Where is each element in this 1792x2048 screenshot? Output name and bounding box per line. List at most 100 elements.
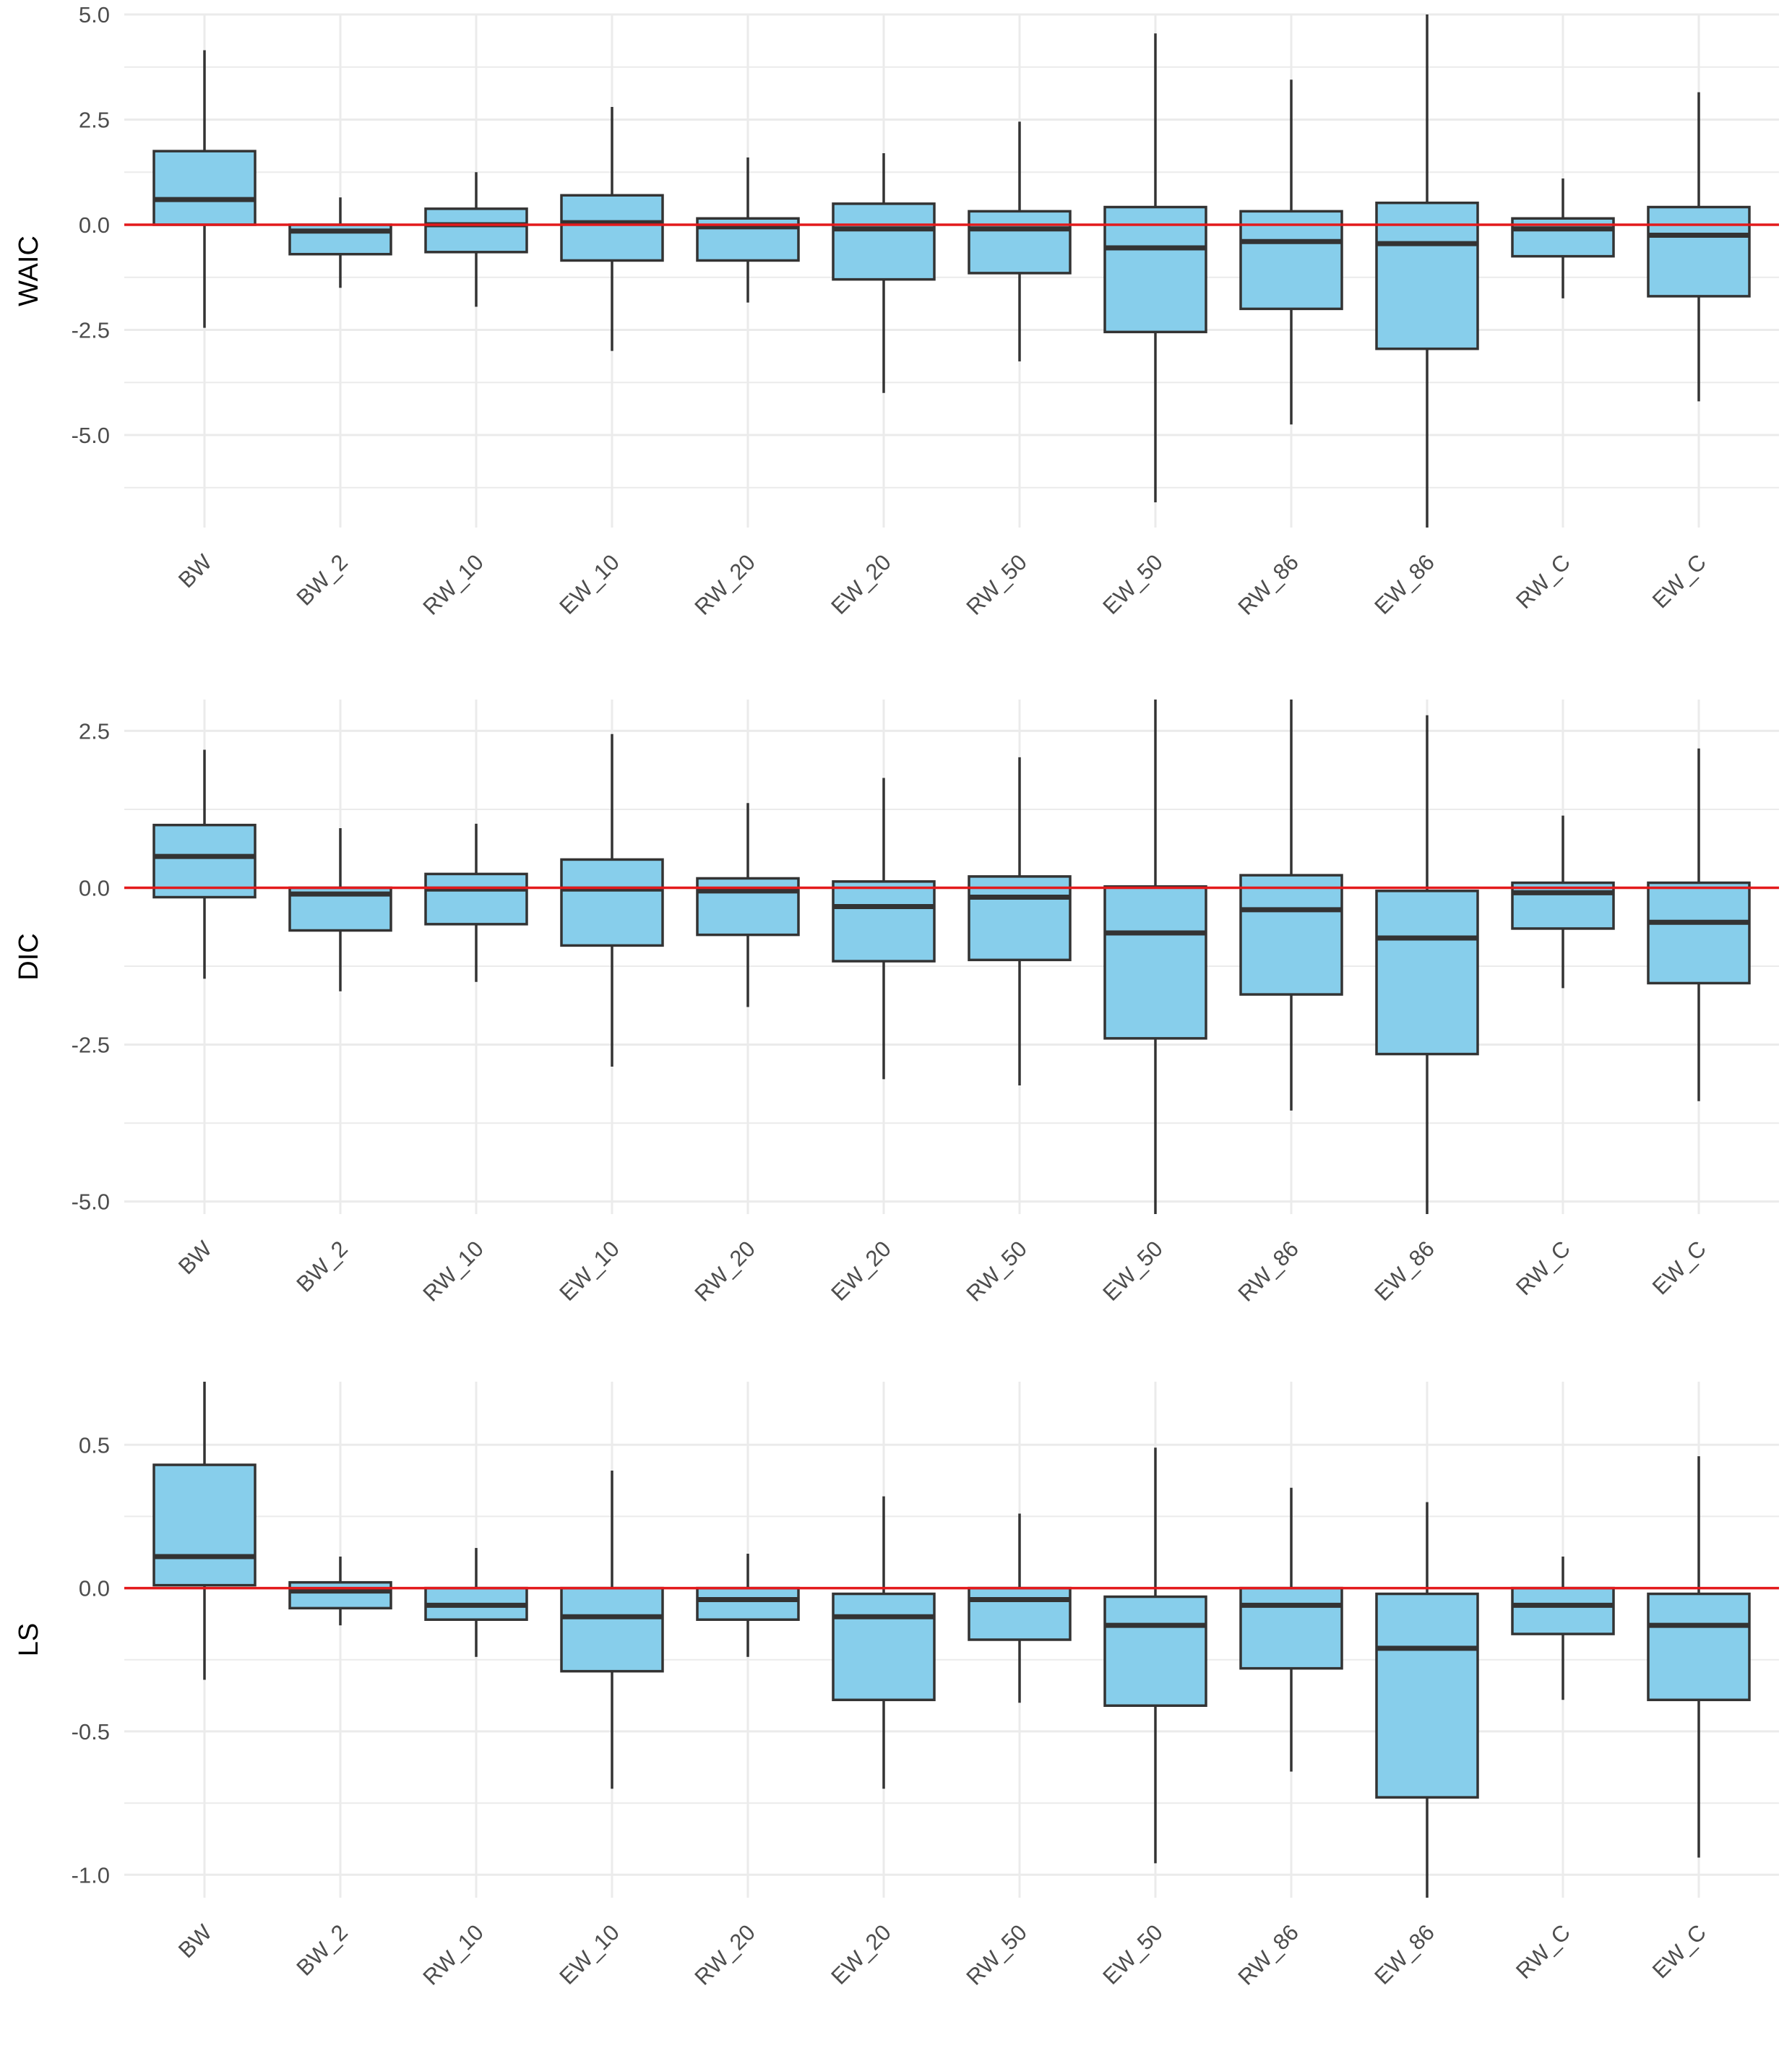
- iqr-box: [1103, 885, 1207, 1040]
- y-tick-label: 5.0: [79, 2, 110, 27]
- x-tick-label: RW_C: [1511, 549, 1575, 614]
- iqr-box: [832, 1592, 936, 1702]
- y-tick-label: -2.5: [72, 317, 110, 343]
- iqr-box: [1647, 205, 1751, 298]
- y-tick-label: 0.0: [79, 875, 110, 900]
- box-BW: [152, 1382, 257, 1680]
- y-tick-label: 0.0: [79, 212, 110, 238]
- iqr-box: [1647, 881, 1751, 985]
- x-tick-label: EW_50: [1098, 1236, 1168, 1306]
- x-tick-label: EW_C: [1647, 1919, 1711, 1983]
- box-EW_C: [1647, 748, 1751, 1101]
- box-BW_2: [288, 828, 392, 991]
- box-EW_50: [1103, 33, 1207, 503]
- box-EW_50: [1103, 1447, 1207, 1864]
- box-BW: [152, 50, 257, 328]
- box-RW_C: [1511, 815, 1615, 989]
- iqr-box: [1375, 201, 1479, 350]
- x-tick-label: RW_10: [418, 549, 488, 619]
- box-BW_2: [288, 197, 392, 288]
- y-tick-label: 0.0: [79, 1576, 110, 1601]
- x-tick-label: BW_2: [292, 549, 353, 610]
- box-RW_20: [696, 1554, 800, 1657]
- box-EW_86: [1375, 14, 1479, 528]
- iqr-box: [1103, 1595, 1207, 1707]
- box-RW_86: [1239, 79, 1343, 425]
- x-tick-label: RW_C: [1511, 1236, 1575, 1300]
- x-tick-label: RW_86: [1233, 1919, 1304, 1989]
- iqr-box: [152, 1463, 257, 1587]
- box-RW_50: [968, 1513, 1072, 1703]
- y-tick-label: 2.5: [79, 107, 110, 132]
- x-tick-label: RW_20: [690, 1919, 760, 1989]
- x-tick-label: EW_20: [826, 1919, 896, 1989]
- y-axis-title: WAIC: [14, 236, 44, 306]
- box-RW_86: [1239, 1487, 1343, 1772]
- x-tick-label: RW_86: [1233, 1236, 1304, 1306]
- x-tick-label: EW_10: [554, 1236, 624, 1306]
- iqr-box: [968, 875, 1072, 962]
- panel-ls: 0.5 0.0 -0.5 -1.0 LS BW BW_2 RW_10 EW_10 RW_20 EW_…: [14, 1382, 1779, 1990]
- x-tick-label: RW_20: [690, 549, 760, 619]
- x-tick-label: BW_2: [292, 1236, 353, 1296]
- box-BW_2: [288, 1556, 392, 1626]
- box-EW_10: [560, 733, 664, 1067]
- y-tick-label: -5.0: [72, 1189, 110, 1215]
- box-EW_86: [1375, 1502, 1479, 1898]
- iqr-box: [832, 202, 936, 281]
- panel-dic: 2.5 0.0 -2.5 -5.0 DIC BW BW_2 RW_10 EW_10 RW_20 EW…: [14, 700, 1779, 1307]
- x-tick-label: EW_C: [1647, 549, 1711, 613]
- x-tick-label: EW_50: [1098, 1919, 1168, 1989]
- panel-waic: 5.0 2.5 0.0 -2.5 -5.0 WAIC BW BW_2 RW_10 EW_10 RW_…: [14, 2, 1779, 620]
- box-EW_20: [832, 778, 936, 1080]
- y-axis-title: LS: [14, 1623, 44, 1656]
- x-tick-label: EW_86: [1369, 1919, 1439, 1989]
- box-BW: [152, 749, 257, 979]
- y-tick-label: 2.5: [79, 718, 110, 744]
- y-axis-title: DIC: [14, 933, 44, 980]
- box-EW_20: [832, 1496, 936, 1789]
- x-tick-label: RW_10: [418, 1919, 488, 1989]
- iqr-box: [1375, 890, 1479, 1056]
- box-EW_10: [560, 107, 664, 351]
- iqr-box: [1103, 205, 1207, 334]
- iqr-box: [560, 1586, 664, 1673]
- iqr-box: [1239, 1586, 1343, 1670]
- box-RW_50: [968, 757, 1072, 1085]
- box-RW_20: [696, 803, 800, 1007]
- box-RW_86: [1239, 700, 1343, 1111]
- iqr-box: [560, 858, 664, 947]
- x-tick-label: BW: [173, 1919, 217, 1963]
- x-tick-label: BW_2: [292, 1919, 353, 1980]
- x-tick-label: EW_20: [826, 549, 896, 619]
- box-RW_10: [424, 172, 528, 307]
- iqr-box: [968, 1586, 1072, 1641]
- box-EW_20: [832, 153, 936, 393]
- iqr-box: [1239, 210, 1343, 311]
- box-EW_10: [560, 1470, 664, 1789]
- x-tick-label: RW_C: [1511, 1919, 1575, 1984]
- x-tick-label: EW_86: [1369, 549, 1439, 619]
- iqr-box: [832, 880, 936, 963]
- x-tick-label: RW_10: [418, 1236, 488, 1306]
- box-EW_C: [1647, 1456, 1751, 1858]
- x-tick-label: RW_20: [690, 1236, 760, 1306]
- iqr-box: [1375, 1592, 1479, 1799]
- iqr-box: [560, 194, 664, 262]
- iqr-box: [1511, 1586, 1615, 1635]
- iqr-box: [1647, 1592, 1751, 1702]
- iqr-box: [696, 1586, 800, 1621]
- x-tick-label: EW_86: [1369, 1236, 1439, 1306]
- x-tick-label: EW_10: [554, 1919, 624, 1989]
- iqr-box: [152, 150, 257, 226]
- y-tick-label: -0.5: [72, 1719, 110, 1744]
- box-EW_50: [1103, 700, 1207, 1214]
- iqr-box: [288, 1580, 392, 1610]
- box-RW_10: [424, 1548, 528, 1657]
- x-tick-label: EW_50: [1098, 549, 1168, 619]
- iqr-box: [1239, 874, 1343, 996]
- x-tick-label: EW_20: [826, 1236, 896, 1306]
- iqr-box: [424, 872, 528, 926]
